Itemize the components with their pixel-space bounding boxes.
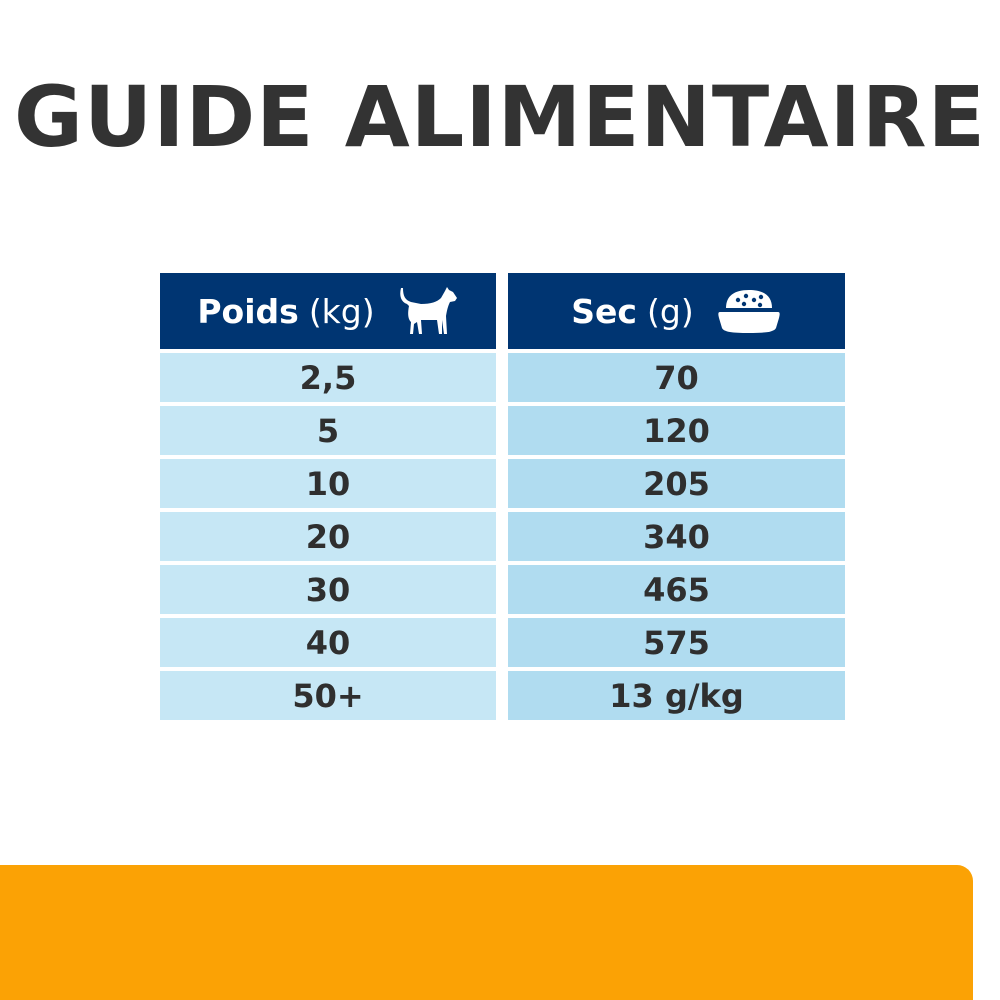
dry-amount-cell: 13 g/kg bbox=[508, 671, 845, 720]
feeding-table: Poids (kg) Sec (g) 2,5 70 5 120 10 205 2… bbox=[160, 273, 845, 724]
dry-amount-cell: 120 bbox=[508, 406, 845, 455]
header-dry-label: Sec bbox=[571, 291, 637, 331]
header-dry-food: Sec (g) bbox=[508, 273, 845, 349]
weight-cell: 30 bbox=[160, 565, 496, 614]
header-weight: Poids (kg) bbox=[160, 273, 496, 349]
dry-amount-cell: 575 bbox=[508, 618, 845, 667]
weight-cell: 10 bbox=[160, 459, 496, 508]
header-dry-unit: (g) bbox=[647, 291, 694, 331]
dry-amount-cell: 465 bbox=[508, 565, 845, 614]
weight-cell: 2,5 bbox=[160, 353, 496, 402]
page-title: GUIDE ALIMENTAIRE bbox=[14, 68, 986, 166]
orange-footer-band bbox=[0, 865, 973, 1000]
food-bowl-icon bbox=[718, 290, 780, 333]
weight-cell: 5 bbox=[160, 406, 496, 455]
weight-cell: 20 bbox=[160, 512, 496, 561]
dry-amount-cell: 70 bbox=[508, 353, 845, 402]
dry-amount-cell: 205 bbox=[508, 459, 845, 508]
weight-cell: 50+ bbox=[160, 671, 496, 720]
dog-icon bbox=[399, 287, 457, 334]
header-weight-unit: (kg) bbox=[308, 291, 375, 331]
weight-cell: 40 bbox=[160, 618, 496, 667]
dry-amount-cell: 340 bbox=[508, 512, 845, 561]
header-weight-label: Poids bbox=[197, 291, 299, 331]
